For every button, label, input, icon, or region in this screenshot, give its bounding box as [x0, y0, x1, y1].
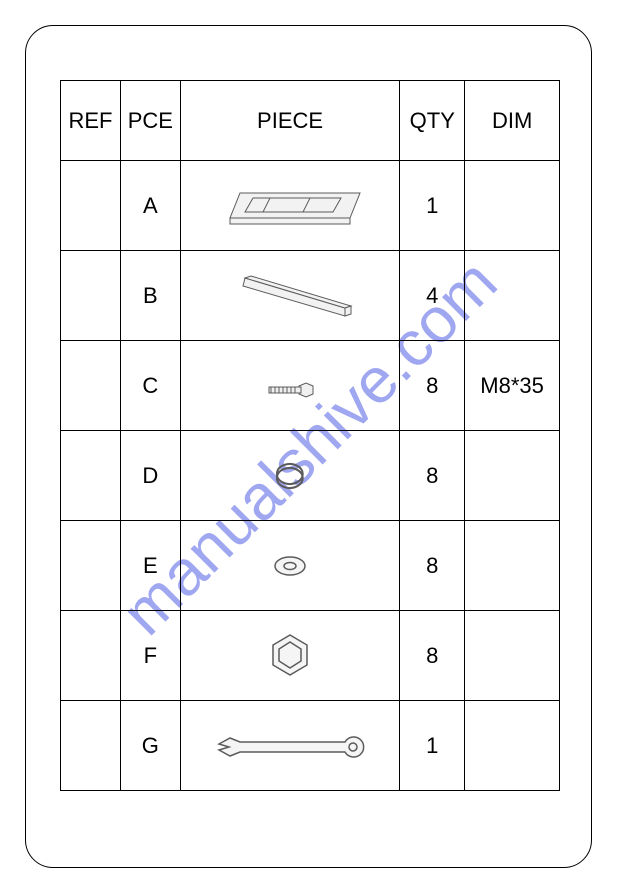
hex-bolt-icon: [255, 358, 325, 413]
col-header-ref: REF: [61, 81, 121, 161]
flat-washer-icon: [265, 551, 315, 581]
cell-piece: [180, 251, 400, 341]
cell-dim: [465, 161, 560, 251]
table-row: C 8 M8*35: [61, 341, 560, 431]
hex-nut-icon: [263, 628, 318, 683]
cell-dim: M8*35: [465, 341, 560, 431]
wrench-icon: [205, 726, 375, 766]
cell-qty: 8: [400, 431, 465, 521]
cell-ref: [61, 431, 121, 521]
cell-pce: B: [120, 251, 180, 341]
spring-washer-icon: [265, 456, 315, 496]
cell-ref: [61, 341, 121, 431]
cell-piece: [180, 431, 400, 521]
cell-pce: G: [120, 701, 180, 791]
cell-piece: [180, 341, 400, 431]
cell-qty: 1: [400, 701, 465, 791]
col-header-qty: QTY: [400, 81, 465, 161]
parts-table-container: REF PCE PIECE QTY DIM A: [60, 80, 560, 791]
cell-piece: [180, 161, 400, 251]
cell-piece: [180, 611, 400, 701]
cell-qty: 8: [400, 611, 465, 701]
cell-pce: C: [120, 341, 180, 431]
cell-pce: A: [120, 161, 180, 251]
cell-ref: [61, 521, 121, 611]
cell-dim: [465, 251, 560, 341]
table-row: G 1: [61, 701, 560, 791]
col-header-pce: PCE: [120, 81, 180, 161]
table-row: A 1: [61, 161, 560, 251]
cell-ref: [61, 251, 121, 341]
cell-piece: [180, 521, 400, 611]
cell-dim: [465, 431, 560, 521]
cell-qty: 1: [400, 161, 465, 251]
cell-dim: [465, 521, 560, 611]
cell-pce: D: [120, 431, 180, 521]
hex-bar-icon: [215, 266, 365, 326]
col-header-piece: PIECE: [180, 81, 400, 161]
col-header-dim: DIM: [465, 81, 560, 161]
cell-ref: [61, 701, 121, 791]
table-row: B 4: [61, 251, 560, 341]
table-row: E 8: [61, 521, 560, 611]
table-row: D 8: [61, 431, 560, 521]
cell-pce: E: [120, 521, 180, 611]
cell-qty: 8: [400, 341, 465, 431]
cell-pce: F: [120, 611, 180, 701]
cell-ref: [61, 611, 121, 701]
cell-dim: [465, 611, 560, 701]
cell-qty: 4: [400, 251, 465, 341]
cell-dim: [465, 701, 560, 791]
cell-piece: [180, 701, 400, 791]
cell-qty: 8: [400, 521, 465, 611]
tray-top-icon: [215, 178, 365, 233]
parts-table: REF PCE PIECE QTY DIM A: [60, 80, 560, 791]
table-row: F 8: [61, 611, 560, 701]
cell-ref: [61, 161, 121, 251]
table-header-row: REF PCE PIECE QTY DIM: [61, 81, 560, 161]
